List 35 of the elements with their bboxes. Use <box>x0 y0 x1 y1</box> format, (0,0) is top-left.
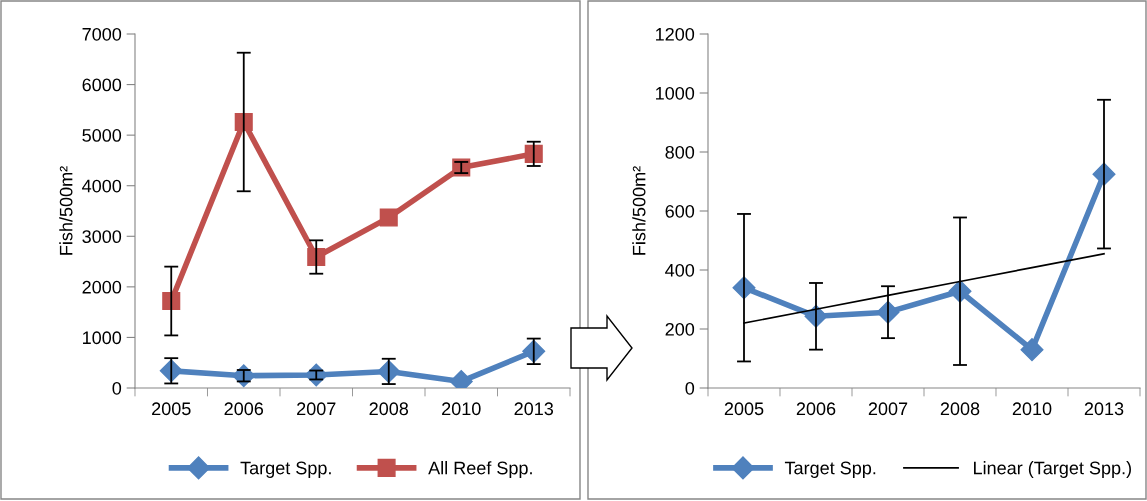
y-axis-title: Fish/500m² <box>59 166 73 255</box>
x-tick-label: 2010 <box>442 402 481 416</box>
y-tick-label: 5000 <box>82 129 122 142</box>
y-tick-label: 3000 <box>82 230 122 244</box>
x-tick-label: 2007 <box>868 402 908 416</box>
y-tick-label: 800 <box>665 145 695 159</box>
legend-label: All Reef Spp. <box>428 461 532 478</box>
y-tick-label: 600 <box>665 204 695 218</box>
x-tick-label: 2005 <box>152 402 191 416</box>
y-axis-title: Fish/500m² <box>632 166 646 255</box>
y-tick-label: 1000 <box>656 86 695 100</box>
legend-label: Target Spp. <box>240 461 331 478</box>
y-tick-label: 1200 <box>656 27 695 41</box>
legend-label: Target Spp. <box>784 461 876 478</box>
y-tick-label: 0 <box>685 381 695 395</box>
x-tick-label: 2005 <box>724 402 764 416</box>
y-tick-label: 6000 <box>82 78 122 92</box>
x-tick-label: 2013 <box>514 402 554 416</box>
x-tick-label: 2006 <box>796 402 836 416</box>
y-tick-label: 200 <box>665 322 695 336</box>
x-tick-label: 2010 <box>1012 402 1052 416</box>
y-tick-label: 1000 <box>83 331 122 345</box>
legend-label: Linear (Target Spp.) <box>974 461 1131 478</box>
point <box>379 208 398 227</box>
y-tick-label: 2000 <box>82 280 122 294</box>
x-tick-label: 2006 <box>224 402 264 416</box>
y-tick-label: 4000 <box>82 179 122 193</box>
x-tick-label: 2008 <box>369 402 409 416</box>
x-tick-label: 2013 <box>1084 402 1124 416</box>
x-tick-label: 2008 <box>940 402 980 416</box>
y-tick-label: 0 <box>112 381 122 395</box>
y-tick-label: 400 <box>665 263 695 277</box>
x-tick-label: 2007 <box>297 402 336 416</box>
point <box>1020 338 1044 362</box>
y-tick-label: 7000 <box>82 27 122 41</box>
